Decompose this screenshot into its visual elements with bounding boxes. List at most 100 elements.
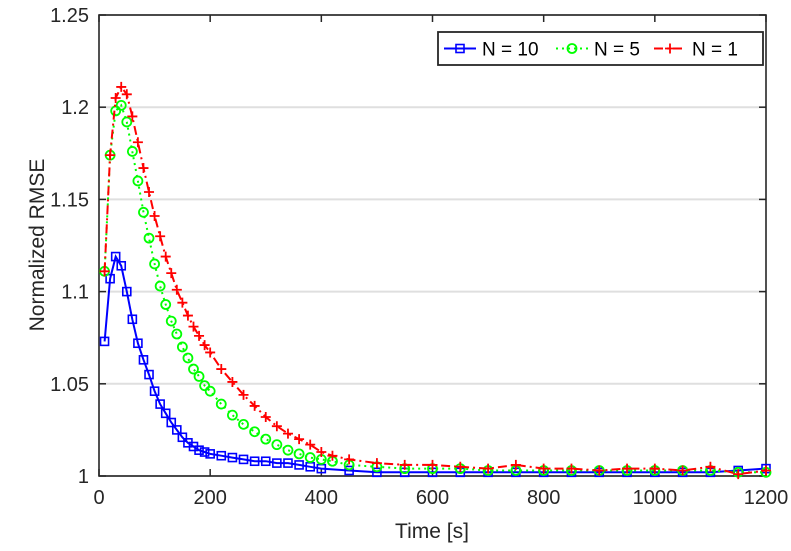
x-tick-label: 200 [193, 487, 226, 509]
data-point-n-10 [194, 445, 204, 455]
data-point-n-10 [283, 458, 293, 468]
data-point-n-5 [226, 409, 238, 421]
data-point-n-1 [171, 284, 182, 295]
data-point-n-5 [304, 452, 316, 463]
x-axis-label: Time [s] [395, 520, 469, 543]
data-point-n-5 [160, 299, 172, 310]
legend-marker-n-1 [665, 43, 675, 54]
data-point-n-1 [761, 465, 771, 476]
data-point-n-1 [182, 310, 193, 321]
data-point-n-5 [154, 280, 166, 292]
data-point-n-5 [271, 439, 283, 451]
legend-label-n-1: N = 1 [692, 40, 738, 61]
data-point-n-10 [199, 447, 210, 457]
data-point-n-1 [316, 447, 327, 458]
data-point-n-10 [166, 417, 177, 428]
data-point-n-10 [372, 467, 382, 478]
data-point-n-1 [99, 266, 110, 277]
legend-marker-n-5 [566, 43, 578, 54]
series-group [99, 81, 772, 480]
data-point-n-1 [305, 439, 316, 450]
data-point-n-1 [622, 463, 633, 474]
data-point-n-10 [99, 336, 110, 347]
data-point-n-1 [282, 428, 293, 439]
data-point-n-1 [121, 89, 132, 100]
legend-label-n-10: N = 10 [482, 40, 539, 61]
data-point-n-1 [399, 459, 410, 470]
data-point-n-5 [260, 433, 272, 445]
data-point-n-5 [138, 206, 149, 218]
data-point-n-1 [510, 459, 521, 470]
data-point-n-1 [344, 454, 355, 465]
y-tick-label: 1.1 [61, 282, 89, 304]
data-point-n-5 [238, 418, 249, 430]
data-point-n-1 [455, 461, 466, 472]
data-point-n-1 [105, 150, 116, 161]
tick-labels: 0 200 400 600 800 1000 1200 1 1.05 1.1 1.15 1.2 1.25 [50, 5, 788, 509]
data-point-n-1 [260, 411, 271, 422]
legend-marker-n-10 [455, 43, 465, 54]
data-point-n-1 [371, 458, 382, 469]
data-point-n-10 [294, 460, 304, 470]
data-point-n-5 [249, 426, 261, 438]
data-point-n-10 [127, 314, 138, 325]
data-point-n-10 [344, 465, 354, 476]
data-point-n-1 [733, 469, 744, 480]
data-point-n-5 [176, 341, 188, 353]
data-point-n-5 [199, 380, 211, 392]
data-point-n-5 [182, 352, 194, 364]
x-tick-label: 600 [416, 487, 449, 509]
data-point-n-10 [138, 355, 149, 365]
data-point-n-1 [249, 400, 260, 411]
y-tick-label: 1.05 [50, 374, 89, 396]
data-point-n-10 [272, 458, 282, 468]
data-point-n-5 [215, 398, 227, 410]
legend-box [437, 31, 764, 66]
gridlines [99, 14, 766, 477]
data-point-n-1 [177, 297, 188, 308]
data-point-n-1 [294, 434, 305, 445]
x-tick-label: 1000 [633, 487, 678, 509]
y-axis-label: Normalized RMSE [26, 159, 49, 332]
x-tick-label: 1200 [744, 487, 789, 509]
data-point-n-1 [227, 376, 238, 387]
data-point-n-1 [127, 111, 138, 122]
data-point-n-1 [138, 163, 149, 174]
data-point-n-5 [165, 315, 177, 327]
data-point-n-10 [144, 369, 154, 380]
data-point-n-1 [149, 210, 160, 221]
data-point-n-10 [155, 399, 165, 409]
data-point-n-10 [110, 251, 121, 262]
data-point-n-1 [188, 321, 199, 332]
data-point-n-1 [327, 450, 338, 461]
data-point-n-5 [188, 363, 199, 375]
data-point-n-1 [110, 92, 121, 103]
data-point-n-1 [144, 187, 155, 198]
data-point-n-1 [427, 459, 438, 470]
data-point-n-1 [166, 268, 177, 279]
data-point-n-5 [132, 175, 144, 187]
y-tick-label: 1.15 [50, 189, 89, 211]
legend-label-n-5: N = 5 [594, 40, 640, 61]
data-point-n-10 [238, 454, 249, 465]
data-point-n-5 [204, 385, 216, 397]
data-point-n-5 [121, 116, 133, 128]
data-point-n-1 [132, 137, 143, 148]
x-tick-label: 400 [305, 487, 338, 509]
series-line-n-1 [103, 85, 767, 476]
legend: N = 10 N = 5 N = 1 [437, 31, 764, 66]
series-n-1 [99, 81, 771, 480]
plot-frame [98, 14, 767, 477]
series-line-n-10 [103, 254, 767, 474]
data-point-n-10 [133, 338, 143, 349]
series-n-10 [99, 251, 771, 478]
y-tick-label: 1.25 [50, 5, 89, 27]
data-point-n-1 [216, 364, 227, 375]
x-tick-label: 800 [527, 487, 560, 509]
data-point-n-1 [538, 463, 549, 474]
data-point-n-1 [649, 463, 660, 474]
data-point-n-5 [115, 99, 127, 111]
axes [98, 14, 767, 477]
